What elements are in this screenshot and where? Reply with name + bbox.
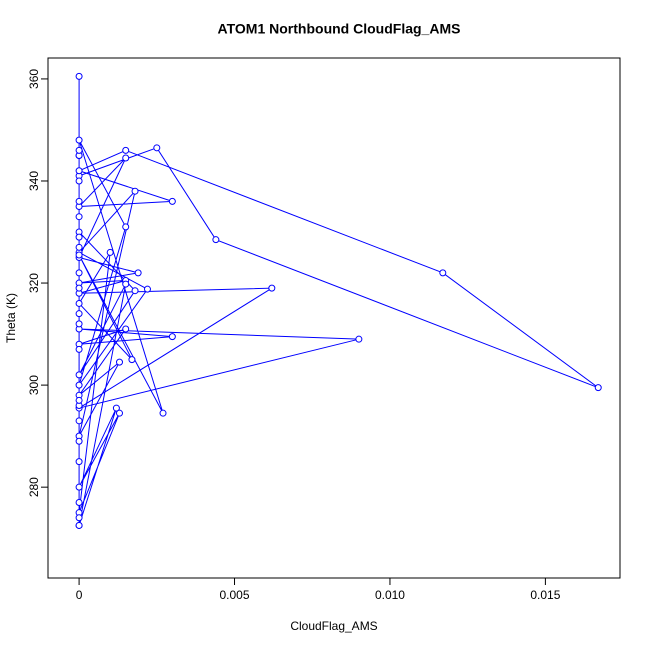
data-point <box>75 72 83 80</box>
data-point <box>268 284 276 292</box>
data-point <box>131 187 139 195</box>
data-line <box>77 76 599 526</box>
data-point <box>122 146 130 154</box>
data-point <box>75 269 83 277</box>
x-tick-label: 0.005 <box>220 588 250 602</box>
data-point <box>75 371 83 379</box>
x-tick-label: 0.015 <box>530 588 560 602</box>
data-point <box>594 384 602 392</box>
data-point <box>75 310 83 318</box>
data-point <box>75 233 83 241</box>
data-point <box>122 154 130 162</box>
data-point <box>212 236 220 244</box>
data-point <box>75 396 83 404</box>
data-point <box>143 285 151 293</box>
data-point <box>75 514 83 522</box>
data-point <box>168 197 176 205</box>
y-tick-label: 340 <box>27 171 41 191</box>
x-axis-label: CloudFlag_AMS <box>290 619 377 633</box>
data-point <box>112 404 120 412</box>
data-point <box>439 269 447 277</box>
y-tick-label: 280 <box>27 477 41 497</box>
data-point <box>122 223 130 231</box>
data-point <box>75 251 83 259</box>
data-point <box>75 299 83 307</box>
data-point <box>106 248 114 256</box>
data-point <box>75 243 83 251</box>
data-point <box>122 325 130 333</box>
data-point <box>75 136 83 144</box>
data-point <box>75 197 83 205</box>
y-tick-label: 360 <box>27 69 41 89</box>
data-point <box>128 356 136 364</box>
x-tick-label: 0 <box>76 588 83 602</box>
chart-title: ATOM1 Northbound CloudFlag_AMS <box>218 21 461 37</box>
data-point <box>159 409 167 417</box>
data-point <box>134 269 142 277</box>
data-point <box>75 146 83 154</box>
data-point <box>75 483 83 491</box>
y-axis-label: Theta (K) <box>4 293 18 343</box>
data-point <box>75 213 83 221</box>
data-point <box>116 358 123 366</box>
data-point <box>75 381 83 389</box>
y-tick-label: 300 <box>27 375 41 395</box>
data-point <box>116 409 123 417</box>
data-point <box>75 284 83 292</box>
data-point <box>75 437 83 445</box>
data-point <box>355 335 363 343</box>
data-point <box>75 345 83 353</box>
data-point <box>168 333 176 341</box>
data-point <box>153 144 161 152</box>
y-tick-label: 320 <box>27 273 41 293</box>
x-tick-label: 0.010 <box>375 588 405 602</box>
data-point <box>75 320 83 328</box>
data-point <box>122 280 130 288</box>
data-point <box>131 287 139 295</box>
data-point <box>75 498 83 506</box>
data-point <box>75 521 83 529</box>
data-point <box>75 417 83 425</box>
data-point <box>75 177 83 185</box>
data-point <box>75 167 83 175</box>
data-point <box>75 458 83 466</box>
